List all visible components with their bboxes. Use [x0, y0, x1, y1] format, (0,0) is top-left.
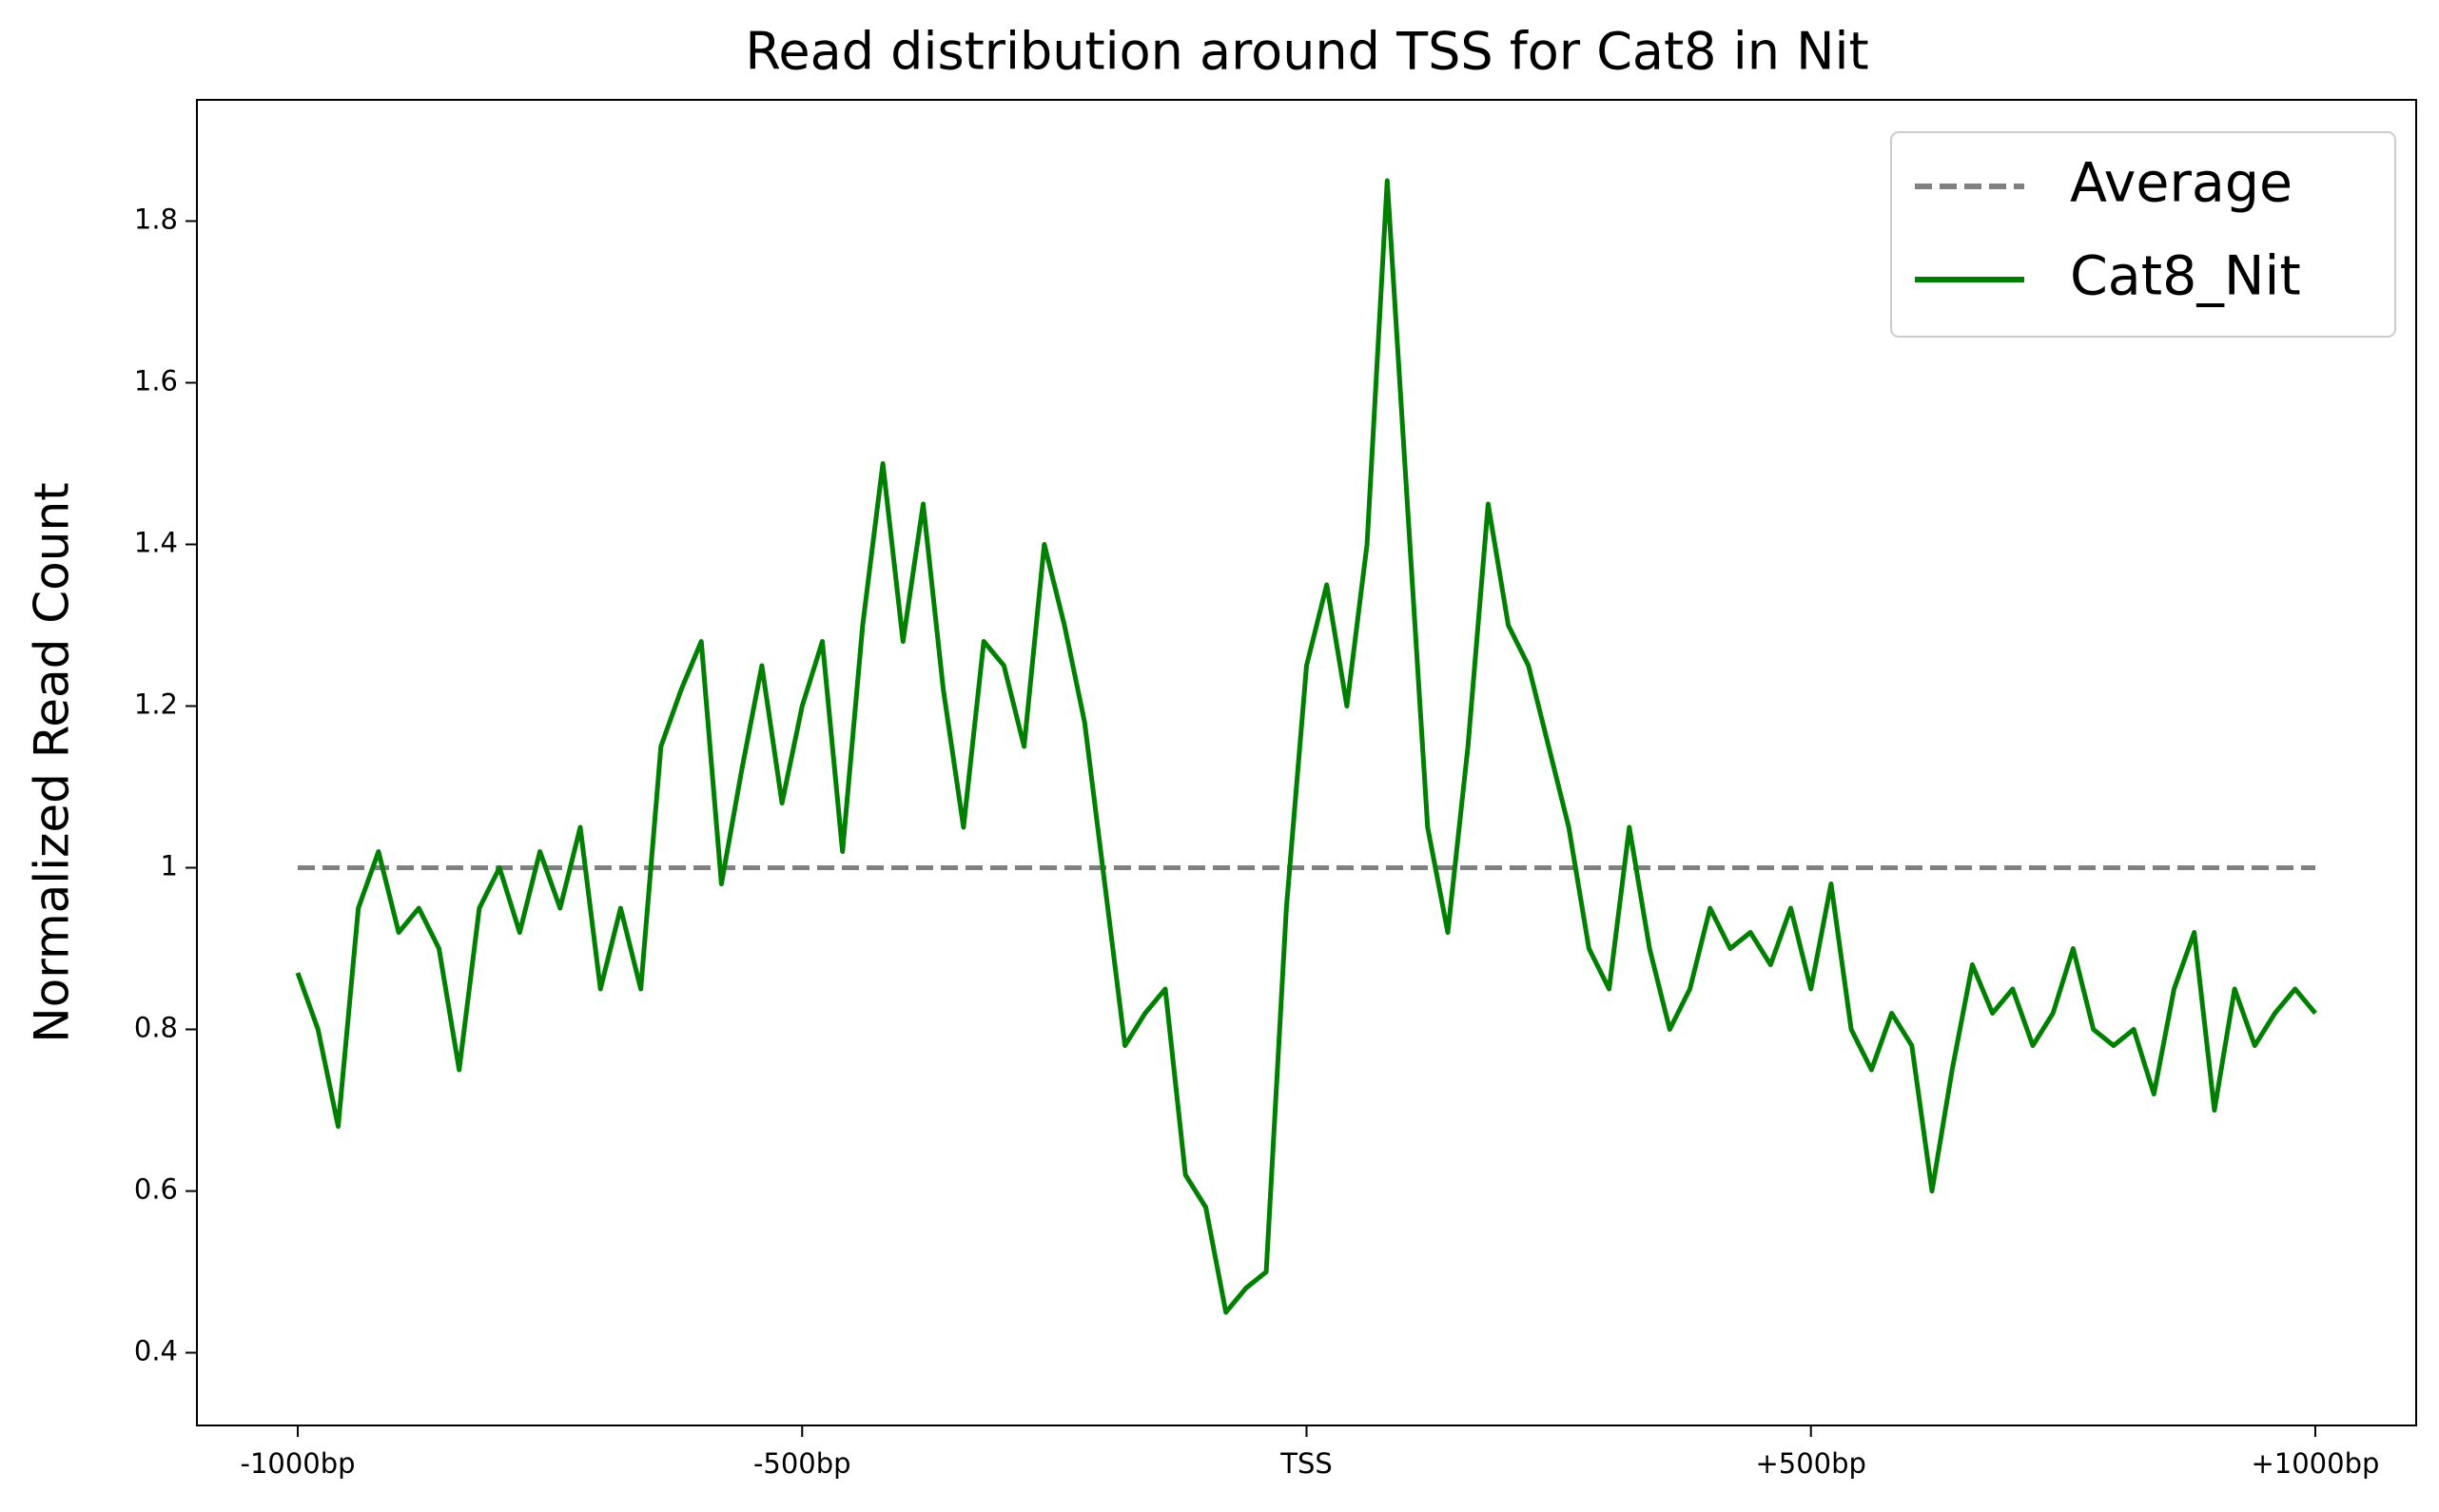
x-tick-label: +500bp	[1755, 1447, 1865, 1480]
x-tick-label: TSS	[1279, 1447, 1333, 1480]
y-tick-label: 1.8	[134, 204, 178, 236]
plot-frame	[196, 99, 2417, 1426]
legend-label: Cat8_Nit	[2070, 245, 2301, 308]
y-tick-label: 0.6	[134, 1173, 178, 1206]
y-tick-label: 0.4	[134, 1335, 178, 1367]
data-line	[295, 178, 2317, 1315]
y-tick-label: 0.8	[134, 1012, 178, 1044]
y-tick-label: 1.6	[134, 365, 178, 397]
x-tick-label: -1000bp	[240, 1447, 355, 1480]
x-tick-label: -500bp	[753, 1447, 851, 1480]
chart-title: Read distribution around TSS for Cat8 in…	[745, 22, 1868, 82]
legend-box	[1890, 131, 2396, 338]
y-tick-label: 1.2	[134, 688, 178, 721]
y-axis-label: Normalized Read Count	[25, 482, 80, 1042]
x-tick-label: +1000bp	[2251, 1447, 2379, 1480]
y-tick-label: 1.4	[134, 527, 178, 559]
legend-label: Average	[2070, 152, 2293, 215]
y-tick-label: 1	[161, 850, 178, 882]
